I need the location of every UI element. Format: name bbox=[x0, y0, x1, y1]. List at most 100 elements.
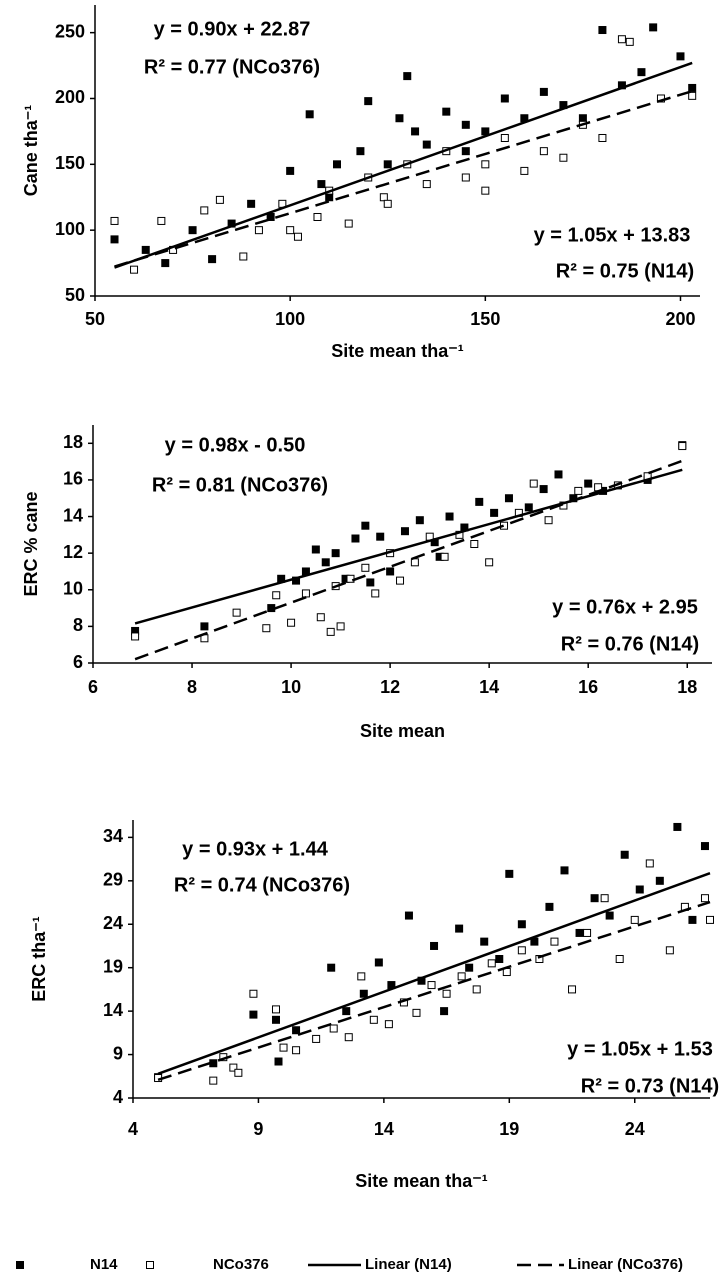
point bbox=[700, 842, 709, 851]
point bbox=[361, 563, 370, 572]
point bbox=[495, 955, 504, 963]
y-tick-label: 150 bbox=[55, 153, 85, 173]
legend-marker bbox=[146, 1261, 154, 1269]
annotation: y = 1.05x + 1.53 bbox=[567, 1038, 713, 1060]
y-tick-label: 16 bbox=[63, 469, 83, 489]
point bbox=[396, 576, 405, 585]
point bbox=[369, 1015, 378, 1024]
point bbox=[470, 540, 479, 548]
x-tick-label: 4 bbox=[128, 1119, 138, 1139]
point bbox=[333, 160, 341, 169]
point bbox=[329, 1024, 338, 1033]
point bbox=[215, 195, 224, 204]
point bbox=[383, 160, 392, 169]
point bbox=[359, 989, 368, 998]
point bbox=[395, 114, 404, 123]
point bbox=[583, 928, 592, 937]
point bbox=[578, 114, 587, 123]
point bbox=[376, 532, 385, 541]
point bbox=[455, 924, 464, 933]
x-tick-label: 150 bbox=[470, 309, 500, 329]
point bbox=[550, 937, 559, 946]
point bbox=[422, 140, 431, 149]
y-tick-label: 9 bbox=[113, 1043, 123, 1063]
point bbox=[584, 479, 593, 488]
point bbox=[316, 613, 325, 622]
y-tick-label: 10 bbox=[63, 579, 83, 599]
point bbox=[301, 589, 310, 598]
point bbox=[605, 911, 614, 920]
point bbox=[630, 915, 639, 924]
point bbox=[461, 120, 470, 129]
point bbox=[292, 1026, 301, 1035]
point bbox=[480, 937, 489, 946]
legend-label: N14 bbox=[90, 1256, 118, 1273]
x-tick-label: 14 bbox=[374, 1119, 394, 1139]
x-axis-title: Site mean tha⁻¹ bbox=[331, 341, 464, 361]
x-tick-label: 100 bbox=[275, 309, 305, 329]
point bbox=[130, 265, 139, 274]
point bbox=[490, 508, 499, 517]
point bbox=[481, 127, 490, 136]
point bbox=[188, 226, 197, 235]
point bbox=[364, 97, 373, 106]
point bbox=[379, 193, 388, 202]
annotation: y = 0.90x + 22.87 bbox=[154, 18, 311, 40]
y-tick-label: 24 bbox=[103, 913, 123, 933]
annotation: y = 0.98x - 0.50 bbox=[165, 434, 306, 456]
point bbox=[411, 127, 420, 136]
y-tick-label: 12 bbox=[63, 542, 83, 562]
point bbox=[539, 87, 548, 96]
point bbox=[445, 512, 454, 521]
point bbox=[568, 985, 577, 994]
point bbox=[239, 252, 248, 261]
point bbox=[481, 160, 490, 169]
trend-line bbox=[134, 468, 683, 625]
trend-line bbox=[114, 61, 693, 269]
x-axis-title: Site mean bbox=[360, 721, 445, 741]
annotation: R² = 0.77 (NCo376) bbox=[144, 56, 320, 78]
trend-line bbox=[134, 459, 683, 661]
point bbox=[505, 869, 514, 878]
x-tick-label: 16 bbox=[578, 677, 598, 697]
point bbox=[110, 235, 119, 244]
point bbox=[590, 894, 599, 903]
x-tick-label: 10 bbox=[281, 677, 301, 697]
point bbox=[342, 1007, 351, 1016]
point bbox=[209, 1076, 218, 1085]
point bbox=[412, 1008, 421, 1017]
point bbox=[545, 902, 554, 911]
point bbox=[465, 963, 474, 972]
annotation: R² = 0.74 (NCo376) bbox=[174, 874, 350, 896]
point bbox=[200, 622, 209, 631]
point bbox=[234, 1068, 243, 1077]
y-tick-label: 14 bbox=[103, 1000, 123, 1020]
point bbox=[688, 915, 697, 924]
point bbox=[500, 133, 509, 142]
y-tick-label: 8 bbox=[73, 615, 83, 635]
point bbox=[336, 622, 345, 631]
point bbox=[617, 35, 626, 44]
y-tick-label: 14 bbox=[63, 505, 83, 525]
x-tick-label: 6 bbox=[88, 677, 98, 697]
point bbox=[110, 216, 119, 225]
point bbox=[357, 972, 366, 981]
y-axis-title: ERC tha⁻¹ bbox=[29, 916, 49, 1002]
annotation: R² = 0.75 (N14) bbox=[556, 260, 694, 282]
y-tick-label: 200 bbox=[55, 87, 85, 107]
point bbox=[272, 591, 281, 600]
point bbox=[422, 180, 431, 189]
point bbox=[615, 955, 624, 963]
point bbox=[326, 627, 335, 636]
point bbox=[517, 946, 526, 955]
point bbox=[262, 624, 271, 633]
point bbox=[325, 193, 334, 202]
point bbox=[141, 245, 150, 254]
y-tick-label: 4 bbox=[113, 1087, 123, 1107]
point bbox=[279, 1043, 288, 1052]
point bbox=[208, 255, 217, 264]
point bbox=[361, 521, 370, 530]
point bbox=[461, 147, 470, 156]
trend-line bbox=[114, 89, 693, 268]
x-tick-label: 14 bbox=[479, 677, 499, 697]
